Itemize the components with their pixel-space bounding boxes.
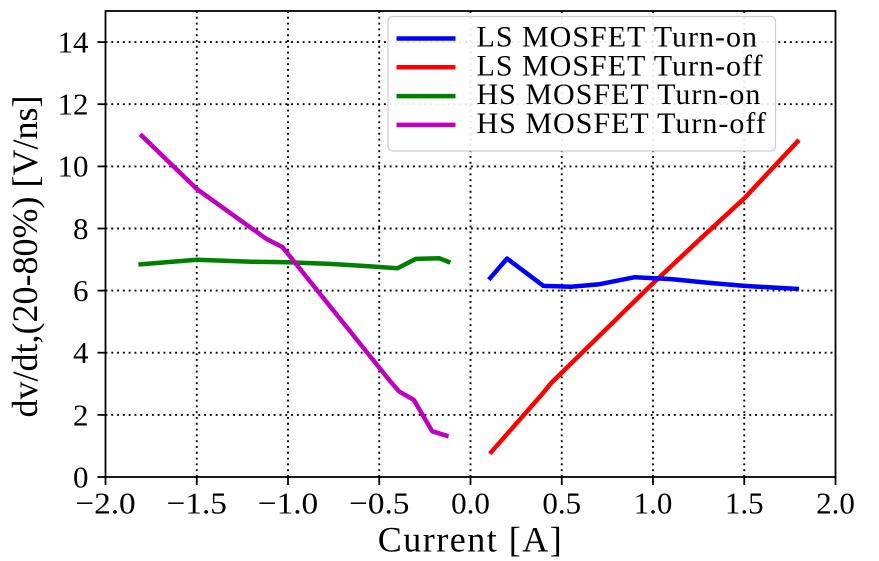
svg-text:0.0: 0.0 [451,486,490,521]
svg-text:0.5: 0.5 [542,486,581,521]
svg-text:−2.0: −2.0 [75,486,135,521]
svg-text:0: 0 [73,459,89,494]
svg-text:−0.5: −0.5 [349,486,409,521]
svg-text:1.5: 1.5 [725,486,764,521]
svg-text:14: 14 [58,25,90,60]
svg-text:1.0: 1.0 [634,486,673,521]
svg-text:2: 2 [73,397,89,432]
svg-text:−1.5: −1.5 [167,486,227,521]
svg-text:LS MOSFET Turn-on: LS MOSFET Turn-on [477,21,759,54]
svg-text:12: 12 [58,87,89,122]
svg-text:4: 4 [73,335,89,370]
svg-text:10: 10 [58,149,89,184]
svg-text:8: 8 [73,211,89,246]
svg-text:HS MOSFET Turn-on: HS MOSFET Turn-on [477,78,762,111]
svg-text:2.0: 2.0 [816,486,855,521]
svg-text:6: 6 [73,273,89,308]
svg-text:dv/dt,(20-80%) [V/ns]: dv/dt,(20-80%) [V/ns] [5,96,45,418]
svg-text:HS MOSFET Turn-off: HS MOSFET Turn-off [477,107,767,140]
svg-text:LS MOSFET Turn-off: LS MOSFET Turn-off [477,49,764,82]
svg-text:−1.0: −1.0 [258,486,318,521]
svg-text:Current [A]: Current [A] [378,520,563,560]
